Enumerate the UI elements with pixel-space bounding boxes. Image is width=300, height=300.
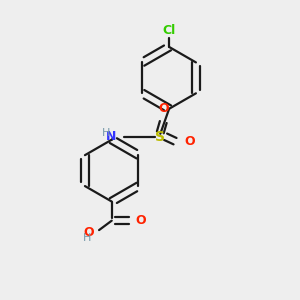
Text: Cl: Cl [163, 24, 176, 37]
Text: O: O [158, 102, 169, 115]
Text: O: O [83, 226, 94, 239]
Text: N: N [106, 130, 116, 143]
Text: O: O [136, 214, 146, 227]
Text: S: S [155, 130, 165, 144]
Text: O: O [184, 135, 195, 148]
Text: H: H [82, 233, 91, 243]
Text: H: H [102, 128, 110, 138]
